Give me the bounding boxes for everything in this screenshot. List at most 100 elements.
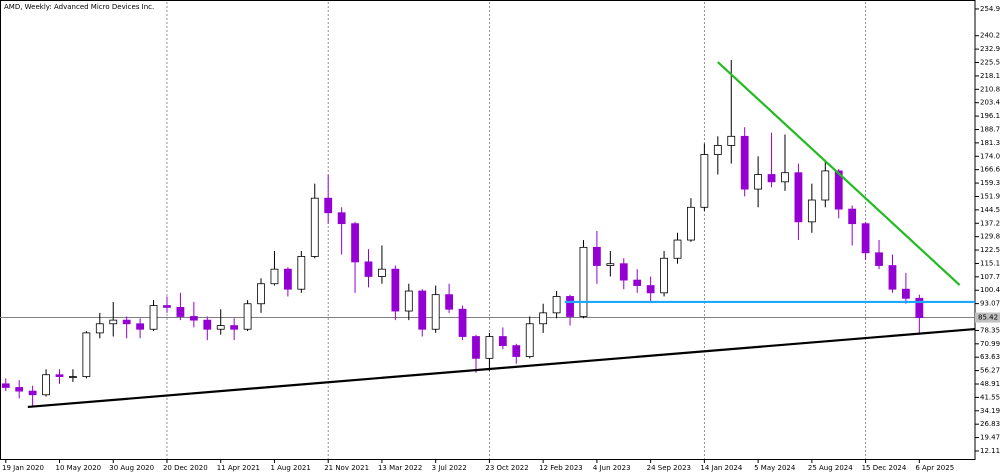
y-tick-label: 122.51 bbox=[980, 246, 1000, 254]
candle-body bbox=[216, 325, 225, 330]
x-tick-label: 24 Sep 2023 bbox=[647, 464, 691, 472]
trend-line bbox=[717, 61, 961, 286]
y-tick-label: 210.83 bbox=[980, 85, 1000, 93]
candle-body bbox=[55, 374, 64, 377]
y-tick-label: 137.23 bbox=[980, 219, 1000, 227]
candle-body bbox=[364, 261, 373, 277]
candle-body bbox=[740, 135, 749, 190]
y-tick-label: 34.19 bbox=[980, 407, 1000, 415]
candle-body bbox=[203, 319, 212, 330]
candle-body bbox=[337, 212, 346, 225]
candle-body bbox=[566, 296, 574, 317]
candle-body bbox=[418, 290, 427, 330]
candle-body bbox=[472, 336, 480, 359]
candle-body bbox=[875, 252, 883, 266]
candle-body bbox=[109, 319, 118, 325]
y-tick-label: 225.55 bbox=[980, 59, 1000, 67]
trend-line bbox=[27, 327, 976, 409]
candle-body bbox=[163, 305, 171, 308]
candle-body bbox=[485, 336, 494, 359]
candle-body bbox=[136, 323, 145, 330]
candle-body bbox=[42, 374, 50, 396]
candle-body bbox=[378, 268, 386, 277]
candle-body bbox=[458, 308, 467, 337]
y-tick-label: 115.15 bbox=[980, 259, 1000, 267]
x-tick-label: 6 Apr 2025 bbox=[915, 464, 954, 472]
candle-body bbox=[525, 323, 534, 357]
x-tick-label: 14 Jan 2024 bbox=[700, 464, 743, 472]
candle-body bbox=[687, 206, 695, 241]
candle-body bbox=[592, 246, 601, 266]
chart-title: AMD, Weekly: Advanced Micro Devices Inc. bbox=[4, 3, 154, 11]
candle-body bbox=[888, 265, 897, 290]
y-tick-label: 144.59 bbox=[980, 206, 1000, 214]
y-tick-label: 56.27 bbox=[980, 367, 1000, 375]
y-tick-label: 196.11 bbox=[980, 112, 1000, 120]
candle-body bbox=[351, 223, 359, 263]
x-tick-label: 23 Oct 2022 bbox=[485, 464, 528, 472]
candle-body bbox=[861, 223, 870, 254]
y-tick-label: 93.07 bbox=[980, 300, 1000, 308]
candle-body bbox=[95, 323, 104, 334]
candle-body bbox=[633, 279, 642, 286]
y-tick-label: 78.35 bbox=[980, 326, 1000, 334]
candle-body bbox=[902, 288, 910, 299]
candle-body bbox=[243, 303, 252, 330]
y-tick-label: 181.39 bbox=[980, 139, 1000, 147]
candle-body bbox=[431, 294, 440, 330]
x-tick-label: 13 Mar 2022 bbox=[378, 464, 422, 472]
candle-body bbox=[404, 290, 413, 312]
y-tick-label: 12.11 bbox=[980, 447, 1000, 455]
candle-body bbox=[807, 199, 816, 223]
x-tick-label: 25 Aug 2024 bbox=[808, 464, 853, 472]
y-tick-label: 100.43 bbox=[980, 286, 1000, 294]
candle-body bbox=[82, 332, 91, 377]
candle-body bbox=[660, 257, 668, 294]
candle-body bbox=[283, 268, 292, 290]
y-tick-label: 70.99 bbox=[980, 340, 1000, 348]
candle-body bbox=[700, 154, 709, 208]
y-tick-label: 159.31 bbox=[980, 179, 1000, 187]
plot-frame bbox=[0, 0, 976, 460]
candle-body bbox=[391, 268, 400, 312]
x-tick-label: 12 Feb 2023 bbox=[539, 464, 583, 472]
y-tick-label: 26.83 bbox=[980, 420, 1000, 428]
x-tick-label: 19 Jan 2020 bbox=[2, 464, 44, 472]
x-tick-label: 1 Aug 2021 bbox=[270, 464, 310, 472]
y-tick-label: 240.27 bbox=[980, 32, 1000, 40]
y-tick-label: 151.95 bbox=[980, 192, 1000, 200]
candle-body bbox=[230, 325, 239, 330]
x-tick-label: 21 Nov 2021 bbox=[324, 464, 369, 472]
candle-body bbox=[176, 306, 185, 317]
candle-body bbox=[122, 319, 131, 325]
x-tick-label: 20 Dec 2020 bbox=[163, 464, 208, 472]
x-tick-label: 15 Dec 2024 bbox=[862, 464, 907, 472]
candle-body bbox=[149, 305, 158, 330]
candle-body bbox=[848, 208, 857, 225]
y-tick-label: 107.79 bbox=[980, 273, 1000, 281]
y-tick-label: 48.91 bbox=[980, 380, 1000, 388]
candle-body bbox=[727, 135, 736, 146]
y-tick-label: 41.55 bbox=[980, 393, 1000, 401]
y-tick-label: 188.75 bbox=[980, 125, 1000, 133]
candle-body bbox=[189, 316, 198, 321]
y-tick-label: 19.47 bbox=[980, 434, 1000, 442]
candle-body bbox=[1, 383, 10, 388]
candle-body bbox=[28, 390, 37, 396]
candle-body bbox=[606, 263, 615, 266]
x-tick-label: 5 May 2024 bbox=[754, 464, 796, 472]
y-tick-label: 254.99 bbox=[980, 5, 1000, 13]
candle-body bbox=[794, 172, 803, 223]
y-tick-label: 203.47 bbox=[980, 99, 1000, 107]
candle-body bbox=[297, 256, 306, 290]
candle-body bbox=[498, 336, 507, 347]
y-tick-label: 232.91 bbox=[980, 45, 1000, 53]
y-tick-label: 63.63 bbox=[980, 353, 1000, 361]
x-tick-label: 3 Jul 2022 bbox=[432, 464, 467, 472]
candle-body bbox=[821, 170, 830, 201]
candle-body bbox=[15, 387, 24, 392]
y-tick-label: 129.87 bbox=[980, 233, 1000, 241]
price-label-box bbox=[975, 312, 1000, 323]
